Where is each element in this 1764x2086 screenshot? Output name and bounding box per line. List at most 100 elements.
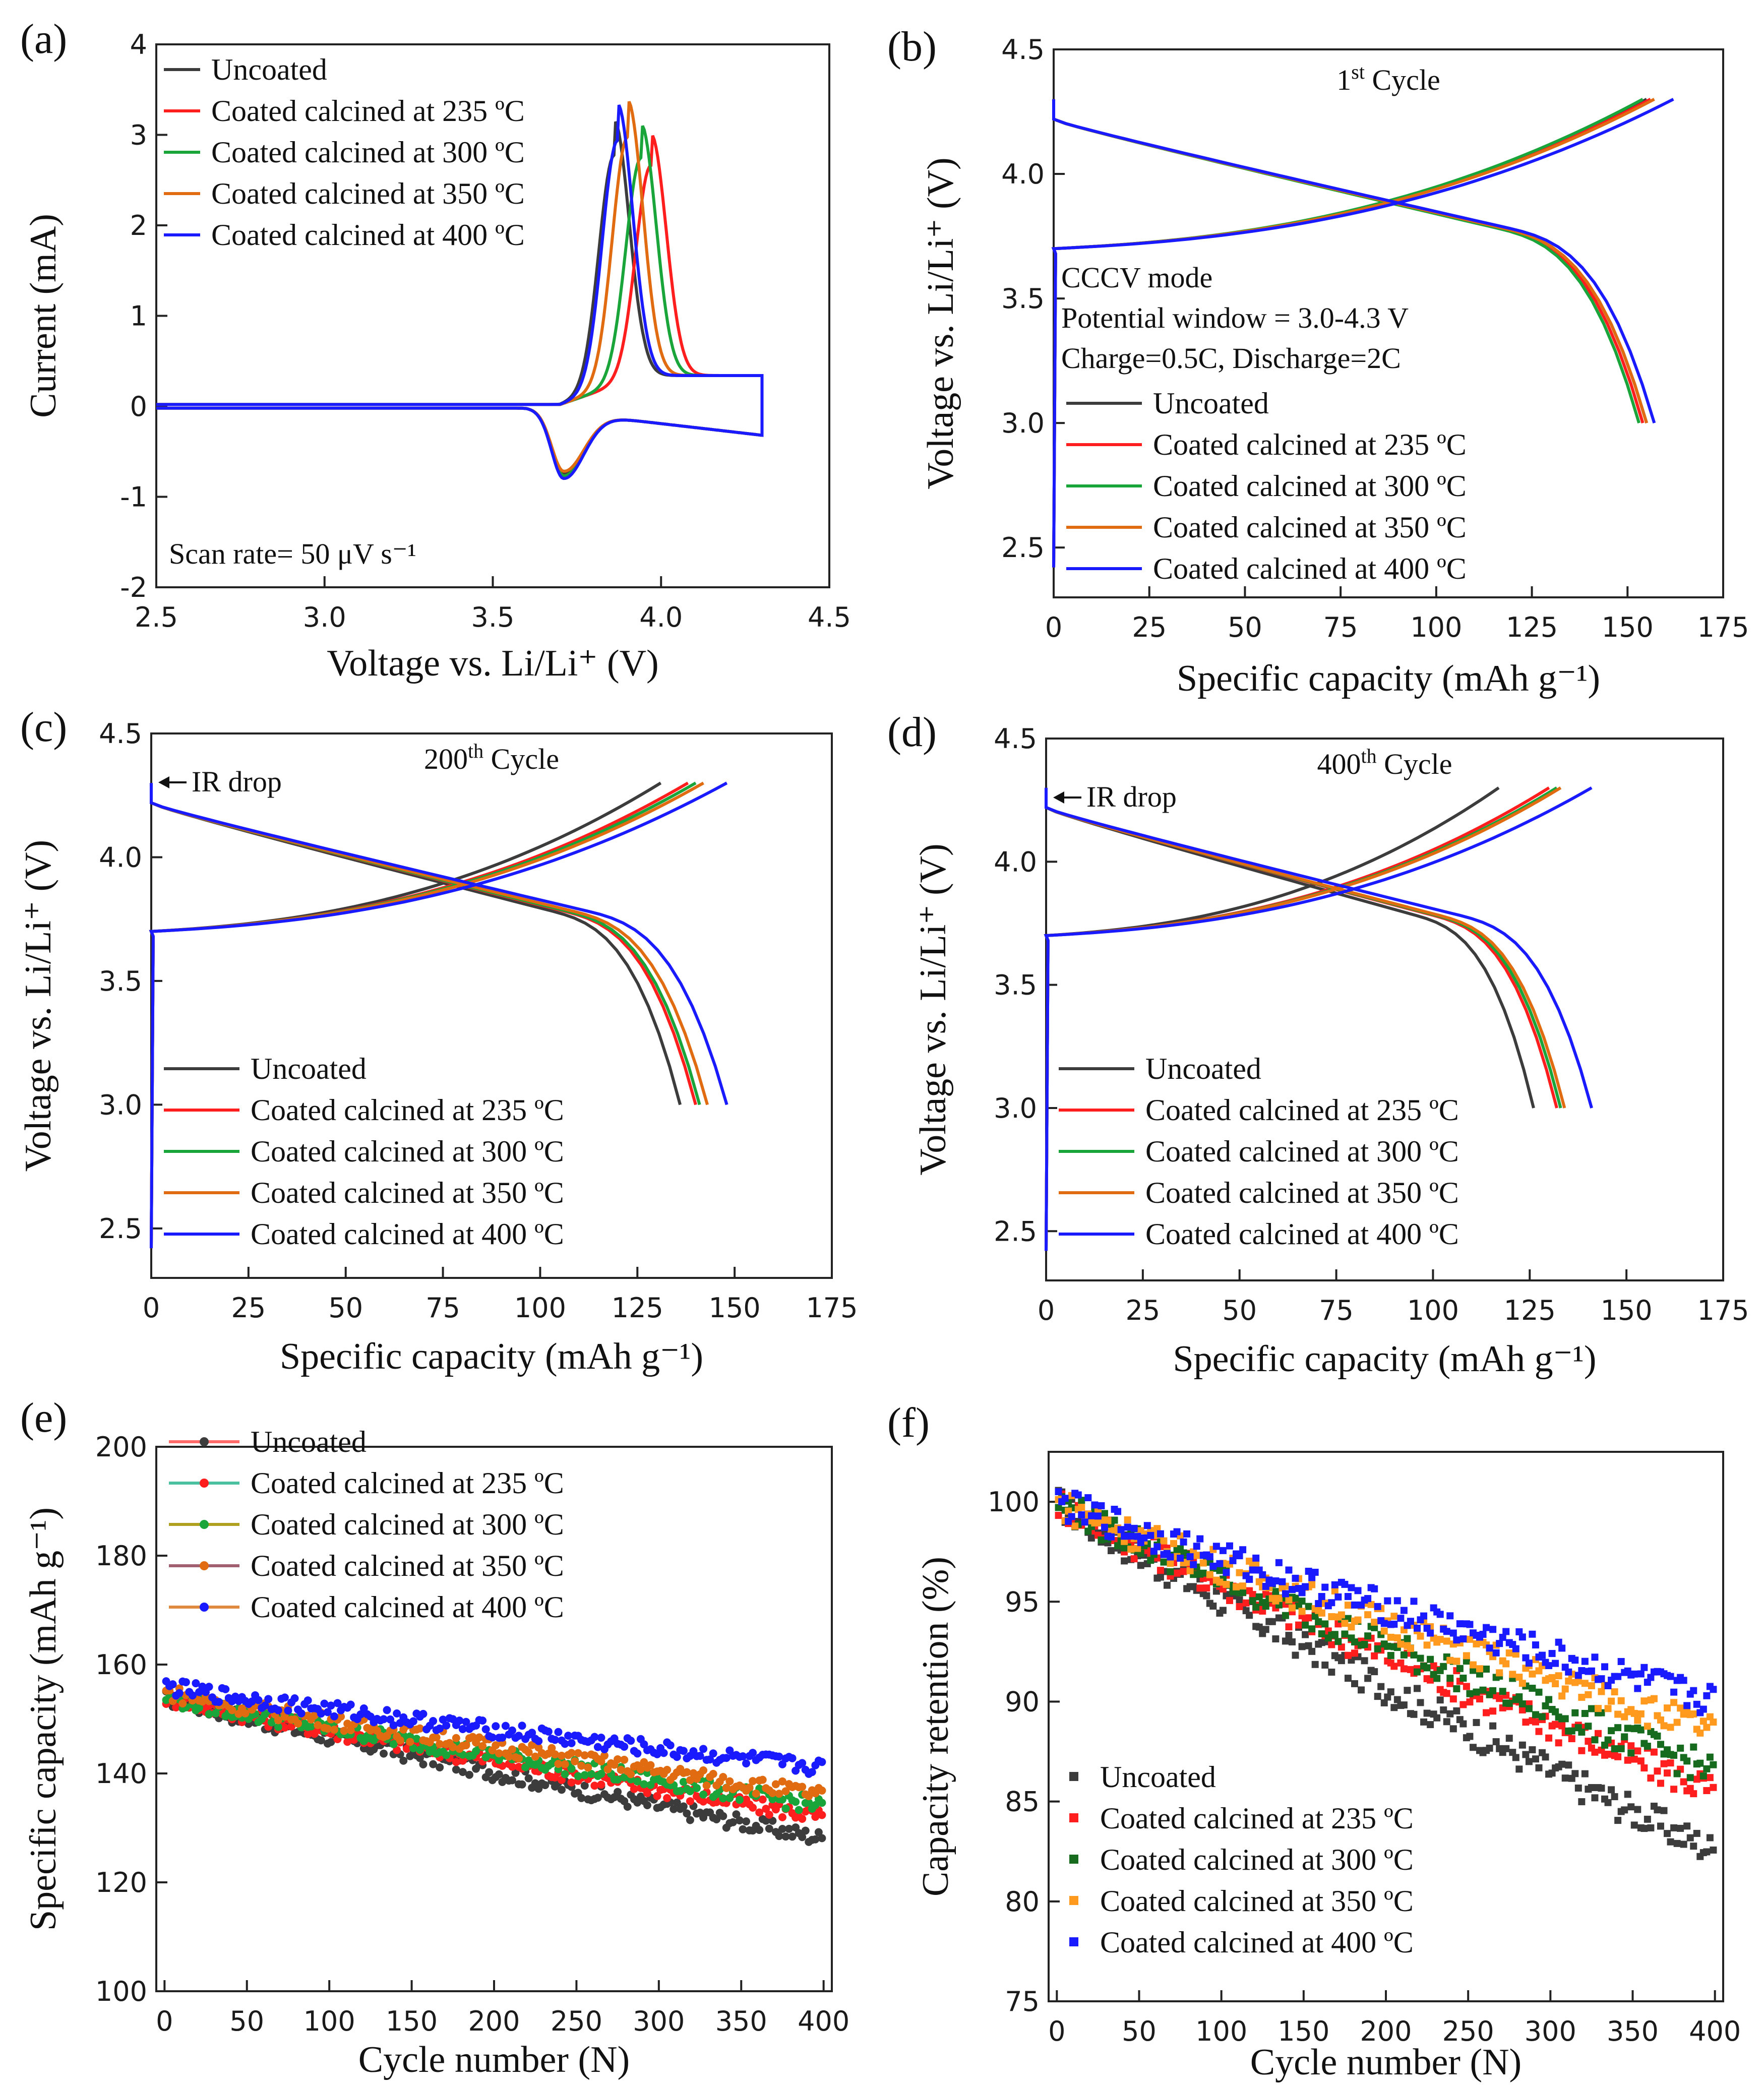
y-tick-label: 160 xyxy=(95,1649,147,1681)
data-point-s2 xyxy=(1308,1625,1316,1633)
data-point-s1 xyxy=(1710,1784,1717,1791)
data-point-s4 xyxy=(1348,1584,1355,1591)
data-point-s2 xyxy=(1341,1630,1349,1638)
data-point-s3 xyxy=(1341,1620,1349,1627)
data-point-s1 xyxy=(1667,1759,1674,1767)
data-point-s4 xyxy=(1134,1532,1141,1540)
data-point-s4 xyxy=(1094,1512,1102,1520)
data-point-s0 xyxy=(1427,1721,1434,1729)
panel-f: 0 50 100 150 200 250 300 350 4007580859095100Cyc… xyxy=(887,1399,1741,2083)
data-point-s2 xyxy=(1440,1663,1447,1670)
data-point-s2 xyxy=(1604,1736,1612,1744)
data-point-s3 xyxy=(1637,1710,1645,1717)
y-tick-label: 85 xyxy=(1005,1786,1040,1818)
data-point-s4 xyxy=(1108,1533,1115,1541)
data-point-s4 xyxy=(1637,1670,1645,1678)
data-point-s4 xyxy=(1186,1553,1194,1561)
data-point-s1 xyxy=(778,1813,786,1821)
legend-entry: Coated calcined at 400 ºC xyxy=(1145,1217,1459,1251)
data-point-s4 xyxy=(1219,1547,1227,1554)
legend-entry: Coated calcined at 300 ºC xyxy=(211,136,525,169)
data-point-s0 xyxy=(1292,1651,1299,1659)
data-point-s3 xyxy=(686,1776,694,1785)
x-tick-label: 25 xyxy=(1132,611,1167,643)
data-point-s0 xyxy=(1371,1668,1378,1676)
data-point-s2 xyxy=(1686,1774,1694,1782)
data-point-s0 xyxy=(762,1816,770,1825)
data-point-s3 xyxy=(1199,1559,1207,1567)
data-point-s0 xyxy=(1137,1562,1144,1569)
data-point-s1 xyxy=(1446,1680,1454,1687)
data-point-s4 xyxy=(1525,1660,1533,1667)
data-point-s4 xyxy=(1710,1686,1717,1693)
data-point-s1 xyxy=(643,1789,651,1798)
data-point-s4 xyxy=(1683,1702,1691,1709)
data-point-s2 xyxy=(1703,1765,1711,1772)
x-tick-label: 3.5 xyxy=(471,601,515,633)
data-point-s2 xyxy=(679,1777,688,1786)
data-point-s1 xyxy=(1466,1698,1474,1706)
legend-marker xyxy=(200,1603,209,1612)
data-point-s4 xyxy=(386,1715,395,1724)
x-tick-label: 150 xyxy=(1602,611,1654,643)
data-point-s4 xyxy=(749,1749,757,1757)
data-point-s2 xyxy=(1199,1569,1207,1577)
data-point-s4 xyxy=(515,1732,523,1740)
data-point-s4 xyxy=(1223,1569,1230,1576)
data-point-s0 xyxy=(1469,1744,1477,1751)
data-point-s2 xyxy=(792,1798,800,1806)
data-point-s4 xyxy=(1558,1644,1566,1652)
x-tick-label: 350 xyxy=(1607,2015,1659,2047)
legend-entry: Coated calcined at 350 ºC xyxy=(251,1176,564,1209)
data-point-s4 xyxy=(478,1716,487,1725)
data-point-s0 xyxy=(1634,1806,1641,1813)
y-tick-label: 3.5 xyxy=(99,965,142,997)
data-point-s4 xyxy=(1328,1599,1335,1607)
data-point-s4 xyxy=(1552,1660,1559,1667)
data-point-s2 xyxy=(1525,1705,1533,1712)
data-point-s3 xyxy=(1588,1682,1595,1689)
data-point-s2 xyxy=(1469,1667,1477,1674)
data-point-s2 xyxy=(574,1772,582,1781)
data-point-s2 xyxy=(811,1801,820,1809)
data-point-s0 xyxy=(1591,1794,1599,1802)
data-point-s4 xyxy=(706,1755,714,1764)
data-point-s3 xyxy=(1246,1557,1253,1565)
data-point-s3 xyxy=(603,1765,612,1773)
data-point-s0 xyxy=(429,1760,438,1768)
data-point-s3 xyxy=(1640,1697,1648,1705)
data-point-s3 xyxy=(1364,1611,1372,1619)
data-point-s3 xyxy=(636,1765,645,1773)
data-point-s4 xyxy=(1529,1630,1536,1638)
data-point-s4 xyxy=(1539,1651,1546,1659)
data-point-s2 xyxy=(1384,1642,1391,1650)
data-point-s4 xyxy=(449,1715,457,1724)
data-point-s1 xyxy=(1680,1778,1687,1786)
data-point-s2 xyxy=(719,1794,727,1803)
cycle-title-number: 1 xyxy=(1336,64,1351,96)
data-point-s4 xyxy=(1252,1554,1260,1562)
data-point-s4 xyxy=(1321,1583,1329,1591)
data-point-s3 xyxy=(775,1790,783,1798)
y-axis-title: Voltage vs. Li/Li⁺ (V) xyxy=(920,157,961,489)
data-point-s4 xyxy=(534,1737,543,1745)
data-point-s4 xyxy=(528,1729,536,1737)
data-point-s3 xyxy=(646,1761,655,1769)
data-point-s2 xyxy=(1654,1732,1661,1740)
data-point-s4 xyxy=(1667,1673,1674,1680)
data-point-s3 xyxy=(614,1755,622,1763)
data-point-s4 xyxy=(567,1739,576,1747)
data-point-s3 xyxy=(1552,1680,1559,1687)
data-point-s0 xyxy=(614,1788,622,1796)
test-note: CCCV mode xyxy=(1061,261,1212,294)
data-point-s0 xyxy=(1614,1817,1622,1824)
data-point-s4 xyxy=(1236,1552,1243,1560)
data-point-s1 xyxy=(1703,1787,1711,1794)
data-point-s0 xyxy=(465,1770,473,1779)
data-point-s0 xyxy=(1236,1596,1243,1604)
data-point-s2 xyxy=(1404,1635,1411,1642)
y-axis-title: Specific capacity (mAh g⁻¹) xyxy=(23,1507,64,1931)
data-point-s3 xyxy=(627,1770,635,1778)
data-point-s3 xyxy=(396,1736,404,1745)
data-point-s4 xyxy=(1617,1658,1625,1665)
